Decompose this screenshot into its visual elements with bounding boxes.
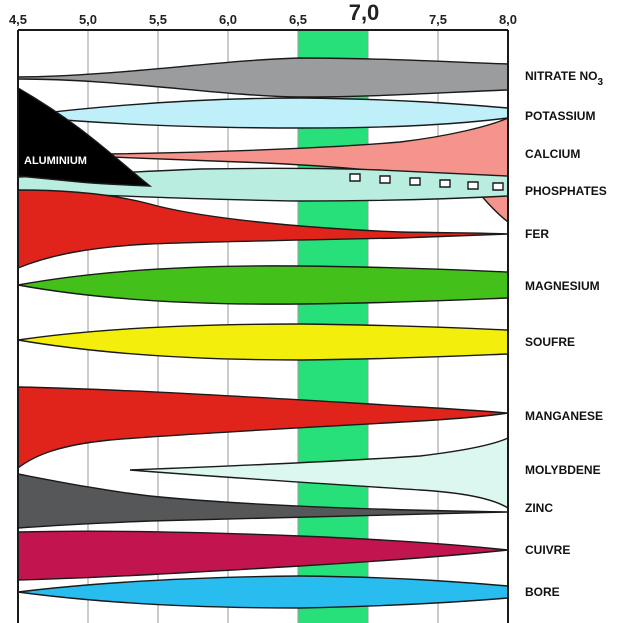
aluminium-label: ALUMINIUM (24, 155, 87, 167)
tick-label-7-5: 7,5 (429, 12, 447, 27)
label-magnesium: MAGNESIUM (525, 279, 600, 293)
plot-frame (17, 29, 509, 623)
band-calcium (109, 116, 509, 224)
tick-label-8-0: 8,0 (499, 12, 517, 27)
phosphate-notches (349, 173, 504, 191)
label-zinc: ZINC (525, 501, 553, 515)
nutrient-bands (17, 57, 509, 609)
label-potassium: POTASSIUM (525, 109, 595, 123)
band-aluminium (17, 86, 153, 187)
x-axis-ticks: 4,5 5,0 5,5 6,0 6,5 7,0 7,5 8,0 (9, 0, 517, 27)
tick-label-6-0: 6,0 (219, 12, 237, 27)
label-manganese: MANGANESE (525, 409, 603, 423)
label-molybdene: MOLYBDENE (525, 463, 601, 477)
label-phosphates: PHOSPHATES (525, 184, 607, 198)
tick-label-7-0: 7,0 (349, 0, 380, 25)
label-calcium: CALCIUM (525, 147, 580, 161)
tick-label-4-5: 4,5 (9, 12, 27, 27)
label-nitrate: NITRATE NO3 (525, 69, 603, 88)
tick-label-6-5: 6,5 (289, 12, 307, 27)
tick-label-5-5: 5,5 (149, 12, 167, 27)
label-fer: FER (525, 227, 549, 241)
band-manganese (17, 386, 509, 470)
label-cuivre: CUIVRE (525, 543, 570, 557)
nutrient-labels: NITRATE NO3 POTASSIUM CALCIUM PHOSPHATES… (525, 69, 607, 599)
label-soufre: SOUFRE (525, 335, 575, 349)
tick-label-5-0: 5,0 (79, 12, 97, 27)
label-bore: BORE (525, 585, 560, 599)
